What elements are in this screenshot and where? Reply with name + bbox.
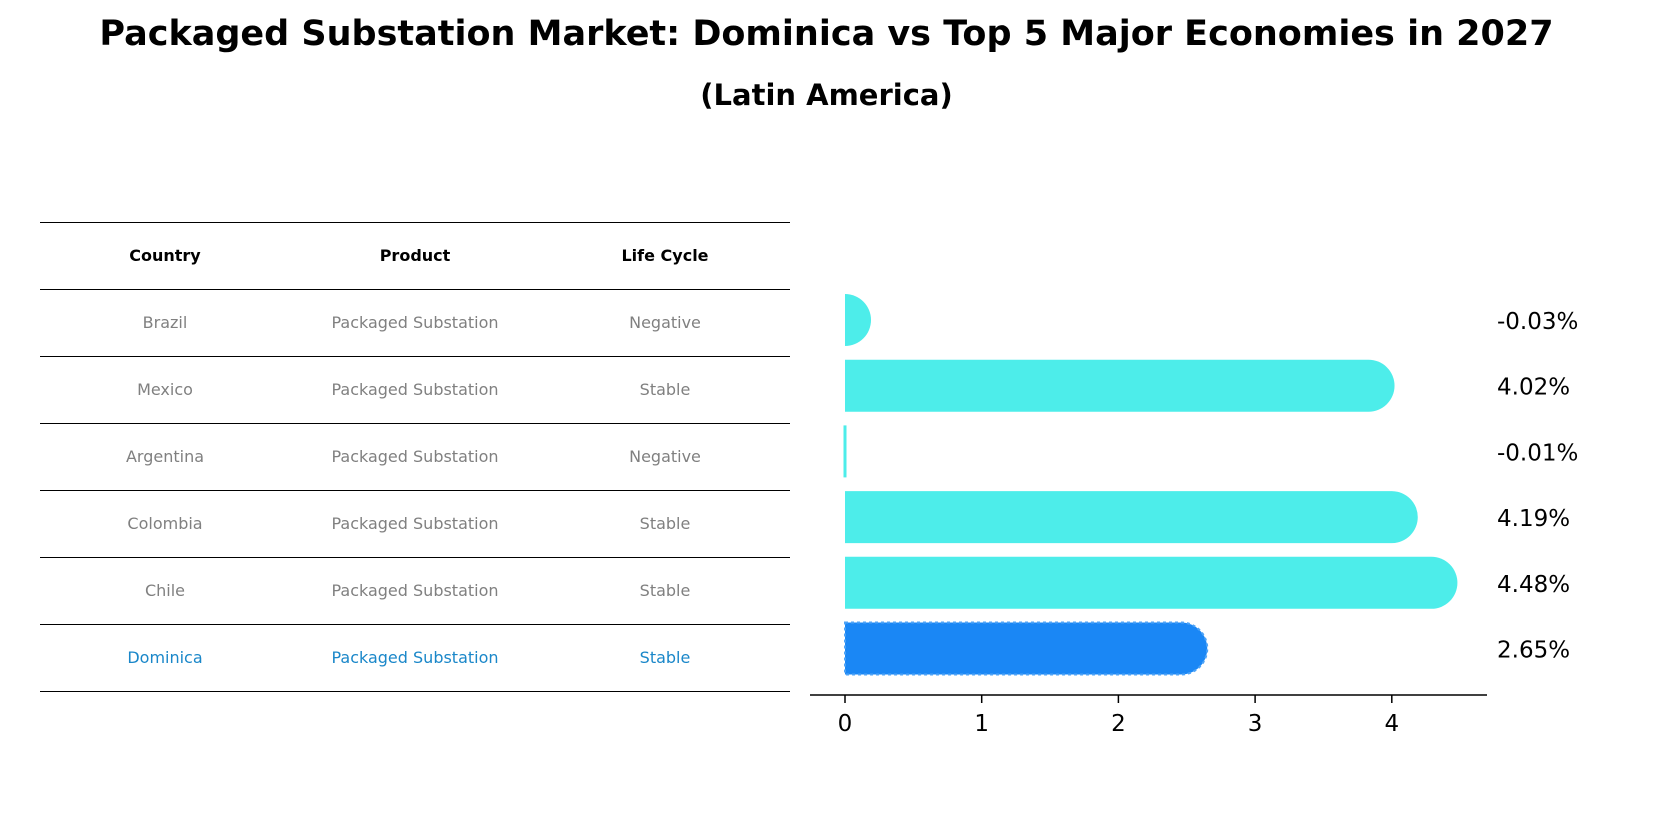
table-row: Brazil Packaged Substation Negative [40, 289, 790, 356]
x-tick-label: 3 [1248, 711, 1263, 737]
data-table: Country Product Life Cycle Brazil Packag… [40, 222, 790, 692]
chart-subtitle: (Latin America) [700, 78, 953, 112]
bar-value-label: 4.19% [1497, 506, 1570, 532]
cell-life-cycle: Stable [639, 648, 691, 667]
x-tick-label: 0 [838, 711, 853, 737]
cell-country: Argentina [125, 447, 205, 466]
table-row-highlight: Dominica Packaged Substation Stable [40, 624, 790, 692]
cell-country: Colombia [127, 514, 203, 533]
bar-value-label: 4.02% [1497, 375, 1570, 401]
bar [845, 491, 1418, 544]
cell-product: Packaged Substation [331, 380, 499, 399]
bar [845, 556, 1458, 609]
bar-highlight [844, 621, 1209, 676]
cell-country: Chile [144, 581, 186, 600]
x-tick-label: 1 [974, 711, 989, 737]
cell-product: Packaged Substation [331, 648, 499, 667]
table-row: Argentina Packaged Substation Negative [40, 423, 790, 490]
bar-value-label: 4.48% [1497, 572, 1570, 598]
cell-life-cycle: Stable [639, 514, 691, 533]
table-row: Mexico Packaged Substation Stable [40, 356, 790, 423]
cell-product: Packaged Substation [331, 581, 499, 600]
cell-life-cycle: Negative [629, 447, 701, 466]
bar-value-label: -0.03% [1497, 309, 1578, 335]
table-header-row: Country Product Life Cycle [40, 222, 790, 289]
cell-country: Dominica [127, 648, 203, 667]
cell-product: Packaged Substation [331, 514, 499, 533]
cell-life-cycle: Negative [629, 313, 701, 332]
chart-title: Packaged Substation Market: Dominica vs … [99, 14, 1554, 54]
cell-life-cycle: Stable [639, 380, 691, 399]
header-life-cycle: Life Cycle [621, 246, 709, 265]
cell-product: Packaged Substation [331, 313, 499, 332]
cell-country: Brazil [142, 313, 188, 332]
bar-value-label: 2.65% [1497, 638, 1570, 664]
bar [845, 359, 1395, 412]
header-country: Country [129, 246, 201, 265]
x-tick-label: 2 [1111, 711, 1126, 737]
bar [845, 294, 871, 346]
table-row: Colombia Packaged Substation Stable [40, 490, 790, 557]
cell-product: Packaged Substation [331, 447, 499, 466]
cell-life-cycle: Stable [639, 581, 691, 600]
table-row: Chile Packaged Substation Stable [40, 557, 790, 624]
x-tick-label: 4 [1384, 711, 1399, 737]
header-product: Product [379, 246, 451, 265]
bar-value-label: -0.01% [1497, 440, 1578, 466]
cell-country: Mexico [137, 380, 193, 399]
